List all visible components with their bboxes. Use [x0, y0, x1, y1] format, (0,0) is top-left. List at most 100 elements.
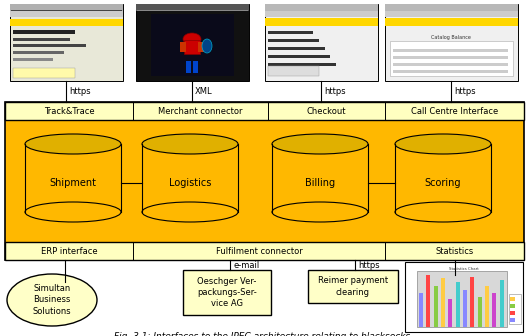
Text: Track&Trace: Track&Trace — [44, 107, 94, 116]
Text: Fulfilment connector: Fulfilment connector — [216, 247, 303, 255]
Bar — [492, 293, 497, 327]
Bar — [137, 10, 248, 11]
Bar — [393, 70, 508, 73]
Bar — [449, 299, 452, 327]
Bar — [268, 63, 336, 66]
Ellipse shape — [202, 39, 212, 53]
Bar — [272, 144, 368, 212]
Bar — [13, 51, 64, 54]
Ellipse shape — [395, 134, 491, 154]
Bar — [13, 44, 86, 47]
Text: Scoring: Scoring — [425, 178, 461, 188]
Text: https: https — [69, 86, 90, 95]
Text: Fig. 3.1: Interfaces to the IPEC architecture relating to blacksocks.: Fig. 3.1: Interfaces to the IPEC archite… — [114, 332, 414, 336]
Bar — [393, 49, 508, 52]
Bar — [268, 66, 319, 76]
Text: Billing: Billing — [305, 178, 335, 188]
Bar — [13, 58, 52, 61]
Text: Oeschger Ver-
packungs-Ser-
vice AG: Oeschger Ver- packungs-Ser- vice AG — [197, 277, 257, 308]
Ellipse shape — [395, 202, 491, 222]
Bar — [509, 294, 521, 324]
Bar — [393, 56, 508, 59]
Bar — [510, 311, 515, 315]
Bar — [268, 47, 324, 50]
Bar — [510, 297, 515, 301]
Text: https: https — [324, 86, 345, 95]
Bar — [308, 270, 398, 303]
Text: Checkout: Checkout — [307, 107, 346, 116]
Bar — [510, 318, 515, 322]
Text: Merchant connector: Merchant connector — [158, 107, 243, 116]
Bar — [193, 61, 198, 73]
Bar — [184, 40, 200, 54]
Bar — [385, 11, 518, 17]
Bar — [10, 4, 123, 81]
Bar — [25, 144, 121, 212]
Bar — [198, 42, 204, 52]
Bar — [405, 262, 523, 332]
Text: Logistics: Logistics — [169, 178, 211, 188]
Ellipse shape — [183, 33, 201, 45]
Text: ERP interface: ERP interface — [41, 247, 97, 255]
Bar — [5, 102, 524, 260]
Ellipse shape — [7, 274, 97, 326]
Bar — [11, 10, 122, 11]
Bar — [13, 30, 75, 34]
Bar — [390, 41, 513, 76]
Bar — [186, 61, 191, 73]
Text: Reimer payment
clearing: Reimer payment clearing — [318, 277, 388, 297]
Bar — [265, 18, 378, 26]
Bar — [478, 297, 482, 327]
Bar — [419, 293, 423, 327]
Ellipse shape — [272, 134, 368, 154]
Bar — [434, 286, 438, 327]
Text: Call Centre Interface: Call Centre Interface — [411, 107, 498, 116]
Bar — [268, 31, 313, 34]
Text: https: https — [358, 260, 380, 269]
Bar — [136, 4, 249, 11]
Bar — [510, 304, 515, 308]
Bar — [10, 19, 123, 26]
Bar — [136, 4, 249, 81]
Bar — [500, 280, 504, 327]
Text: e-mail: e-mail — [233, 260, 259, 269]
Bar — [5, 102, 524, 120]
Text: Statistics: Statistics — [435, 247, 473, 255]
Text: https: https — [454, 86, 476, 95]
Bar — [13, 68, 75, 78]
Ellipse shape — [142, 202, 238, 222]
Text: Shipment: Shipment — [50, 178, 96, 188]
Bar — [470, 277, 475, 327]
Bar — [395, 144, 491, 212]
Ellipse shape — [25, 202, 121, 222]
Bar — [5, 242, 524, 260]
Bar — [10, 4, 123, 11]
Bar — [268, 55, 330, 58]
Bar — [183, 270, 271, 315]
Text: Simultan
Business
Solutions: Simultan Business Solutions — [33, 284, 71, 316]
Ellipse shape — [272, 202, 368, 222]
Ellipse shape — [142, 134, 238, 154]
Bar — [463, 290, 467, 327]
Bar — [385, 18, 518, 26]
Bar — [485, 286, 489, 327]
Bar — [142, 144, 238, 212]
Bar — [265, 11, 378, 17]
Bar — [393, 63, 508, 66]
Bar — [265, 4, 378, 81]
Bar — [180, 42, 186, 52]
Bar — [13, 38, 69, 41]
Text: Statistics Chart: Statistics Chart — [449, 267, 479, 271]
Bar — [441, 279, 445, 327]
Bar — [151, 14, 234, 76]
Bar — [455, 282, 460, 327]
Bar — [385, 4, 518, 81]
Ellipse shape — [25, 134, 121, 154]
Bar — [265, 4, 378, 11]
Bar — [10, 11, 123, 17]
Text: XML: XML — [195, 86, 213, 95]
Bar — [268, 39, 319, 42]
Bar — [426, 275, 431, 327]
Bar — [417, 271, 507, 327]
Text: Catalog Balance: Catalog Balance — [431, 36, 471, 41]
